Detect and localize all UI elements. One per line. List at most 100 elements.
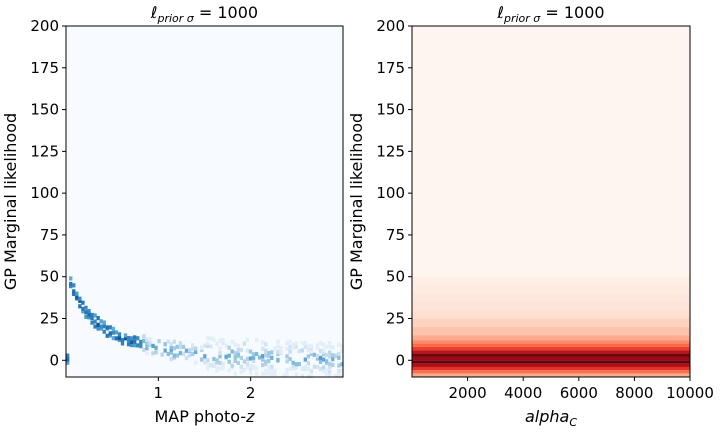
- heatmap-cell: [200, 347, 204, 353]
- heatmap-cell: [236, 352, 240, 357]
- heatmap-cell: [212, 337, 216, 342]
- heatmap-cell: [324, 344, 329, 349]
- x-tick-label: 10000: [666, 384, 714, 402]
- heatmap-cell: [175, 344, 180, 349]
- heatmap-cell: [324, 371, 329, 376]
- chart-panel-2: 0 25 50 75 100 125 150 175 200 2000 4000 6000 8000 10…: [347, 3, 714, 429]
- heatmap-cell: [221, 337, 225, 343]
- heatmap-cell: [66, 353, 70, 358]
- heatmap-cell: [90, 315, 94, 321]
- heatmap-cell: [248, 349, 253, 354]
- heatmap-cell: [309, 374, 314, 379]
- heatmap-cell: [163, 348, 167, 353]
- plot-frame: [65, 25, 344, 378]
- heatmap-cell: [340, 344, 344, 349]
- heatmap-cell: [69, 281, 73, 287]
- heatmap-cell: [203, 354, 207, 359]
- heatmap-cell: [111, 330, 116, 335]
- heatmap-cell: [230, 349, 234, 354]
- heatmap-cell: [288, 339, 292, 344]
- heatmap-cell: [264, 362, 268, 367]
- heatmap-cell: [169, 350, 173, 355]
- heatmap-cell: [184, 348, 189, 353]
- heatmap-cell: [328, 354, 332, 359]
- heatmap-cell: [267, 367, 271, 372]
- heatmap-cell: [93, 324, 97, 329]
- heatmap-cell: [273, 368, 277, 373]
- heatmap-cell: [321, 365, 326, 370]
- heatmap-cell: [309, 343, 314, 348]
- heatmap-cell: [267, 371, 271, 376]
- heatmap-cell: [288, 357, 292, 362]
- heatmap-cell: [248, 366, 253, 371]
- heatmap-cell: [315, 356, 320, 361]
- y-tick-label: 125: [376, 142, 405, 160]
- heatmap-cell: [154, 350, 158, 355]
- heatmap-cell: [264, 359, 268, 364]
- heatmap-cell: [66, 357, 70, 362]
- heatmap-cell: [66, 360, 70, 365]
- heatmap-cell: [294, 362, 298, 367]
- heatmap-cells: [66, 276, 344, 379]
- heatmap-cell: [133, 339, 137, 344]
- heatmap-band: [412, 363, 690, 367]
- heatmap-cell: [169, 345, 173, 350]
- heatmap-cell: [288, 344, 292, 349]
- heatmap-cell: [227, 359, 231, 364]
- heatmap-cell: [276, 352, 280, 357]
- heatmap-cell: [215, 358, 219, 363]
- heatmap-cell: [206, 366, 210, 371]
- heatmap-cell: [328, 344, 332, 349]
- heatmap-cell: [87, 309, 91, 314]
- heatmap-cell: [306, 361, 311, 366]
- heatmap-band: [412, 346, 690, 351]
- heatmap-cell: [145, 340, 149, 345]
- heatmap-cell: [139, 339, 143, 345]
- heatmap-cell: [209, 344, 213, 349]
- heatmap-cell: [78, 298, 82, 303]
- heatmap-cell: [169, 357, 173, 362]
- heatmap-cell: [291, 360, 295, 365]
- heatmap-cell: [251, 352, 256, 357]
- heatmap-cell: [69, 276, 73, 281]
- y-tick-label: 175: [30, 59, 59, 77]
- heatmap-cell: [142, 339, 146, 344]
- heatmap-cell: [297, 362, 301, 367]
- heatmap-cell: [90, 320, 94, 325]
- heatmap-band: [412, 343, 690, 347]
- heatmap-cell: [318, 359, 323, 365]
- heatmap-cell: [315, 343, 320, 348]
- heatmap-band: [412, 340, 690, 344]
- heatmap-band: [412, 370, 690, 374]
- heatmap-cell: [315, 353, 320, 358]
- heatmap-cell: [248, 370, 253, 375]
- heatmap-cell: [102, 324, 106, 329]
- heatmap-cell: [324, 352, 329, 358]
- y-tick-label: 75: [40, 226, 59, 244]
- heatmap-cell: [315, 364, 320, 370]
- heatmap-cell: [123, 333, 128, 338]
- heatmap-cell: [251, 364, 256, 369]
- heatmap-cell: [312, 352, 317, 357]
- heatmap-cell: [96, 322, 100, 327]
- heatmap-cell: [178, 345, 183, 350]
- heatmap-cell: [242, 359, 247, 364]
- heatmap-cell: [190, 351, 195, 357]
- heatmap-cell: [102, 320, 106, 325]
- heatmap-cell: [303, 340, 308, 345]
- heatmap-cell: [99, 324, 103, 329]
- heatmap-cell: [206, 335, 210, 340]
- heatmap-cell: [123, 336, 128, 341]
- heatmap-cell: [297, 349, 301, 354]
- heatmap-cell: [215, 360, 219, 365]
- heatmap-cell: [285, 372, 289, 377]
- heatmap-cell: [324, 359, 329, 364]
- y-tick-label: 175: [376, 59, 405, 77]
- heatmap-cell: [337, 351, 341, 356]
- heatmap-cell: [129, 342, 134, 348]
- heatmap-cell: [69, 284, 73, 289]
- heatmap-cell: [257, 355, 262, 360]
- heatmap-cell: [175, 353, 180, 358]
- y-tick-label: 100: [30, 184, 59, 202]
- heatmap-cell: [172, 353, 176, 358]
